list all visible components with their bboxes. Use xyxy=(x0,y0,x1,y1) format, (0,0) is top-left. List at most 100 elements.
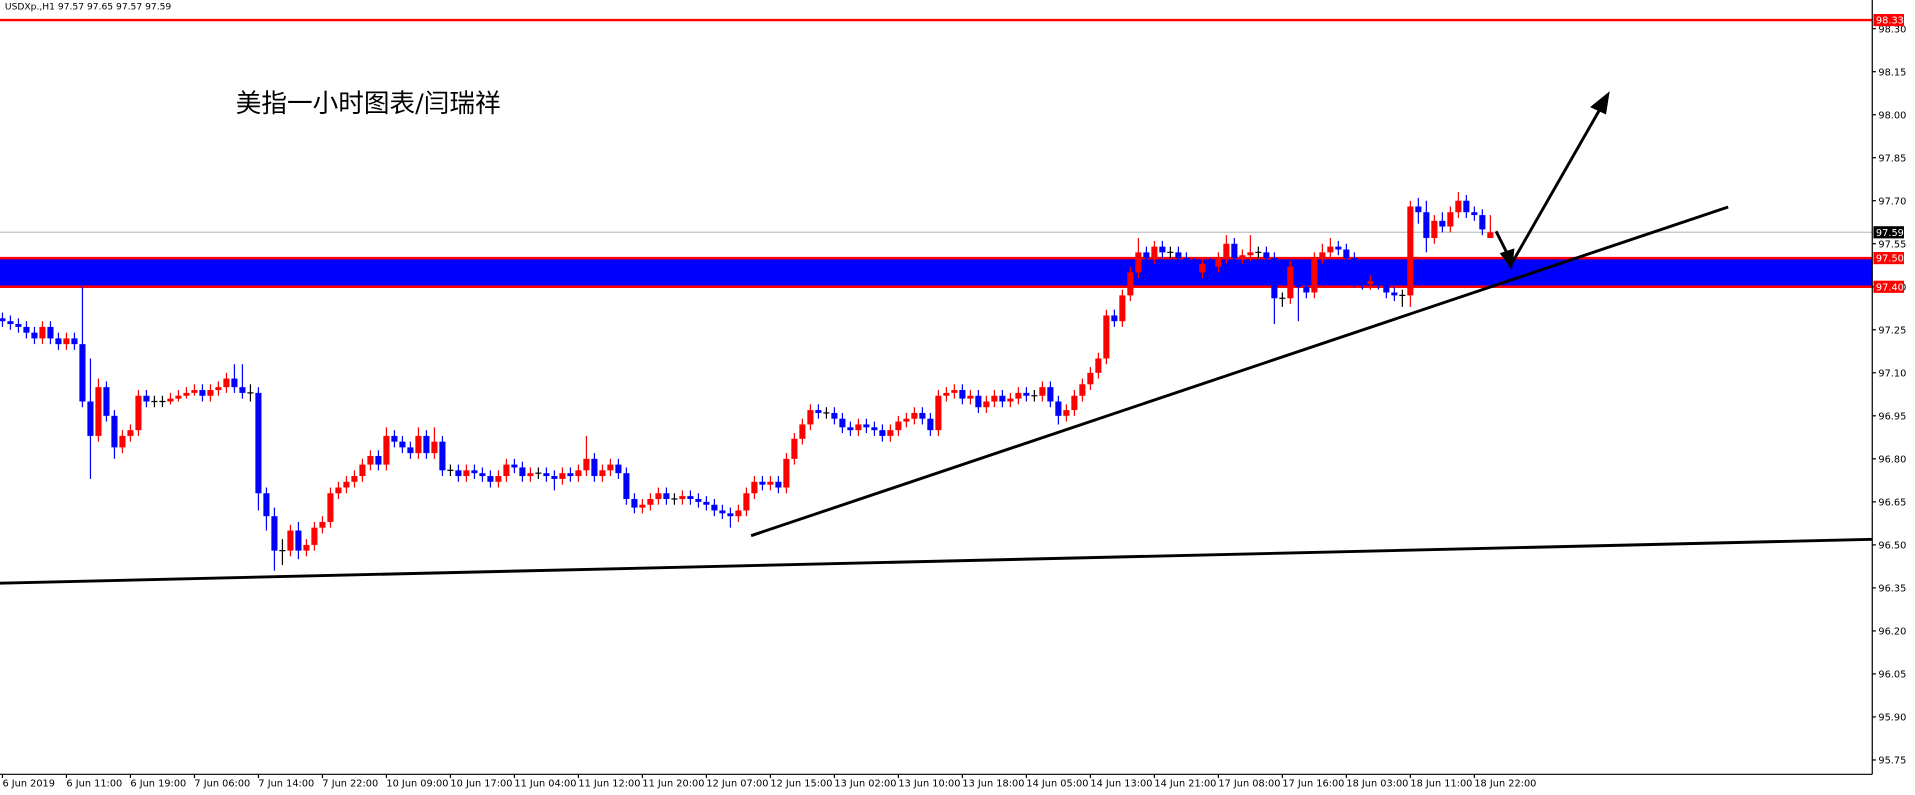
candle-body xyxy=(959,390,966,399)
candle-body xyxy=(71,338,78,345)
y-tick-label: 96.50 xyxy=(1878,541,1906,552)
candle-body xyxy=(759,481,766,485)
candle-body xyxy=(551,476,558,479)
y-tick-label: 97.10 xyxy=(1878,368,1906,379)
candle-body xyxy=(55,338,62,345)
candle-body xyxy=(591,458,598,477)
candle-body xyxy=(255,392,262,494)
x-tick-label: 13 Jun 18:00 xyxy=(962,778,1024,789)
candle-body xyxy=(991,395,998,402)
candle-body xyxy=(479,473,486,477)
candle-body xyxy=(111,415,118,448)
candle-body xyxy=(1175,252,1182,259)
y-tick-label: 97.70 xyxy=(1878,196,1906,207)
candle-body xyxy=(831,412,838,419)
x-tick-label: 13 Jun 10:00 xyxy=(898,778,960,789)
candle-body xyxy=(135,395,142,431)
candle-body xyxy=(463,470,470,477)
candle-body xyxy=(1039,387,1046,396)
candle-body xyxy=(767,481,774,485)
candle-body xyxy=(1391,292,1398,296)
zone-low-label-box xyxy=(1873,280,1905,293)
candle-body xyxy=(583,458,590,471)
candle-body xyxy=(1327,246,1334,253)
candle-body xyxy=(791,438,798,459)
candle-body xyxy=(23,326,30,333)
candle-body xyxy=(895,421,902,431)
candle-body xyxy=(1159,246,1166,253)
candle-body xyxy=(367,455,374,465)
candle-body xyxy=(735,510,742,517)
candle-body xyxy=(319,521,326,528)
x-tick-label: 18 Jun 03:00 xyxy=(1346,778,1408,789)
candle-body xyxy=(375,455,382,465)
candle-body xyxy=(119,435,126,448)
y-tick-label: 96.95 xyxy=(1878,411,1906,422)
candle-body xyxy=(39,326,46,339)
candle-body xyxy=(839,418,846,428)
candle-body xyxy=(559,473,566,479)
arrow-head xyxy=(1590,91,1610,115)
candle-body xyxy=(471,470,478,474)
candle-body xyxy=(103,387,110,416)
x-tick-label: 17 Jun 16:00 xyxy=(1282,778,1344,789)
x-tick-label: 6 Jun 11:00 xyxy=(66,778,122,789)
y-tick-label: 97.25 xyxy=(1878,325,1906,336)
symbol-header: USDXp.,H1 97.57 97.65 97.57 97.59 xyxy=(5,3,172,13)
x-tick-label: 17 Jun 08:00 xyxy=(1218,778,1280,789)
candle-body xyxy=(1335,246,1342,250)
candle-body xyxy=(439,441,446,471)
candle-body xyxy=(639,504,646,508)
candle-body xyxy=(935,395,942,431)
candle-body xyxy=(1047,387,1054,402)
axis-labels: 98.30 98.15 98.00 97.85 97.70 97.55 97.40 97.25… xyxy=(1,13,1906,789)
candle-body xyxy=(1191,263,1198,273)
candle-body xyxy=(391,435,398,442)
candle-body xyxy=(1103,315,1110,359)
candle-body xyxy=(911,412,918,419)
candle-body xyxy=(343,481,350,488)
candle-body xyxy=(1119,295,1126,322)
x-tick-label: 12 Jun 15:00 xyxy=(770,778,832,789)
candle-body xyxy=(951,390,958,393)
x-tick-label: 11 Jun 12:00 xyxy=(578,778,640,789)
x-tick-label: 14 Jun 05:00 xyxy=(1026,778,1088,789)
x-tick-label: 14 Jun 21:00 xyxy=(1154,778,1216,789)
candle-body xyxy=(303,544,310,551)
x-tick-label: 7 Jun 06:00 xyxy=(194,778,250,789)
x-tick-label: 18 Jun 22:00 xyxy=(1474,778,1536,789)
candle-body xyxy=(271,516,278,551)
candle-body xyxy=(887,430,894,436)
candle-body xyxy=(511,464,518,468)
candle-body xyxy=(655,493,662,499)
candle-body xyxy=(1375,281,1382,284)
candle-body xyxy=(919,412,926,419)
candle-body xyxy=(1287,266,1294,299)
candle-body xyxy=(623,473,630,499)
candle-body xyxy=(927,418,934,431)
candle-body xyxy=(1007,398,1014,402)
x-tick-label: 13 Jun 02:00 xyxy=(834,778,896,789)
candle-body xyxy=(871,427,878,431)
x-tick-label: 18 Jun 11:00 xyxy=(1410,778,1472,789)
candle-body xyxy=(415,435,422,454)
candle-body xyxy=(127,430,134,436)
x-tick-label: 11 Jun 20:00 xyxy=(642,778,704,789)
candle-body xyxy=(1151,246,1158,259)
candles xyxy=(0,192,1494,571)
candle-body xyxy=(783,458,790,488)
candle-body xyxy=(847,427,854,431)
candle-body xyxy=(751,481,758,494)
y-tick-label: 97.85 xyxy=(1878,153,1906,164)
candle-body xyxy=(903,418,910,422)
y-tick-label: 96.35 xyxy=(1878,584,1906,595)
candle-body xyxy=(431,441,438,454)
candle-body xyxy=(1303,286,1310,293)
candle-body xyxy=(399,441,406,448)
y-tick-label: 96.65 xyxy=(1878,498,1906,509)
candle-body xyxy=(663,493,670,499)
x-tick-label: 12 Jun 07:00 xyxy=(706,778,768,789)
candle-body xyxy=(1143,252,1150,259)
